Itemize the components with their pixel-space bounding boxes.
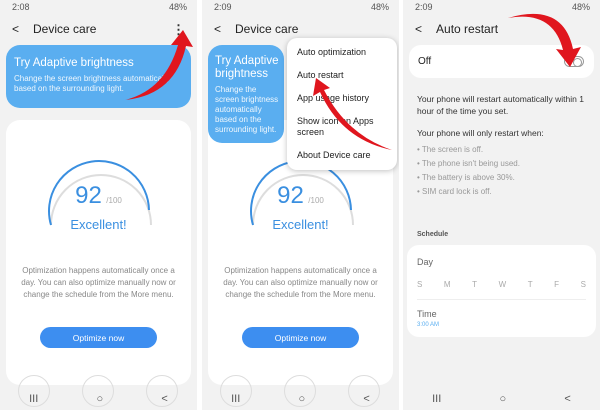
red-arrow-icon [125,30,193,100]
back-icon[interactable]: < [415,22,423,36]
page-title: Device care [235,22,299,36]
optimize-now-button[interactable]: Optimize now [242,327,359,348]
banner-text: Change the screen brightness automatical… [14,74,170,93]
back-icon[interactable]: < [12,22,20,36]
day-tuesday[interactable]: T [472,280,478,289]
back-button[interactable]: < [363,393,370,405]
banner-title: Try Adaptive brightness [215,55,279,80]
day-sunday[interactable]: S [417,280,423,289]
recents-button[interactable]: III [29,393,39,405]
storage-shortcut[interactable] [82,375,114,407]
recents-button[interactable]: III [231,393,241,405]
day-wednesday[interactable]: W [498,280,507,289]
score-value: 92 [75,182,102,209]
screen-device-care-menu: 2:09 48% < Device care 92 /100 Excellent! … [202,0,399,410]
score-rating: Excellent! [70,217,127,232]
day-friday[interactable]: F [554,280,560,289]
home-button[interactable]: ○ [499,393,507,405]
restart-info: Your phone will restart automatically wi… [417,94,584,116]
status-bar: 2:09 48% [214,2,389,12]
condition-item: • The screen is off. [417,145,484,154]
battery-level: 48% [571,2,590,12]
nav-bar: III ○ < [0,393,197,405]
more-options-menu: Auto optimization Auto restart App usage… [287,38,397,170]
condition-item: • The battery is above 30%. [417,173,515,182]
battery-level: 48% [168,2,187,12]
page-title: Device care [33,22,97,36]
clock: 2:09 [415,2,433,12]
divider [417,299,586,300]
banner-title: Try Adaptive brightness [14,57,134,69]
memory-shortcut[interactable] [146,375,178,407]
status-bar: 2:09 48% [415,2,590,12]
day-saturday[interactable]: S [580,280,586,289]
menu-item-auto-optimization[interactable]: Auto optimization [297,47,367,57]
score-rating: Excellent! [272,217,329,232]
optimization-info: Optimization happens automatically once … [223,266,378,299]
red-arrow-icon [313,78,392,150]
clock: 2:08 [12,2,30,12]
time-label: Time [417,309,437,319]
score-value: 92 [277,182,304,209]
page-title: Auto restart [436,22,499,36]
schedule-heading: Schedule [417,231,449,238]
home-button[interactable]: ○ [298,393,306,405]
battery-level: 48% [370,2,389,12]
adaptive-brightness-banner[interactable]: Try Adaptive brightness Change the screen… [208,45,284,143]
toggle-label: Off [418,56,432,67]
banner-text: Change the screen brightness automatical… [215,85,279,134]
time-setting[interactable]: Time 3:00 AM [407,303,596,333]
screen-device-care: 2:08 48% < Device care ⋮ Try Adaptive brig… [0,0,197,410]
condition-item: • SIM card lock is off. [417,187,492,196]
restart-conditions-title: Your phone will only restart when: [417,128,544,138]
screen-auto-restart: 2:09 48% < Auto restart Off Your phone wil… [403,0,600,410]
nav-bar: III ○ < [403,393,600,405]
menu-item-show-icon[interactable]: Show icon on Apps screen [297,116,374,137]
score-gauge [48,160,152,226]
day-monday[interactable]: M [443,280,451,289]
clock: 2:09 [214,2,232,12]
score-max: /100 [308,196,324,205]
score-max: /100 [106,196,122,205]
recents-button[interactable]: III [432,393,442,405]
condition-item: • The phone isn't being used. [417,159,520,168]
optimization-info: Optimization happens automatically once … [21,266,176,299]
menu-item-app-usage-history[interactable]: App usage history [297,93,370,103]
memory-shortcut[interactable] [348,375,380,407]
optimize-now-button[interactable]: Optimize now [40,327,157,348]
back-button[interactable]: < [161,393,168,405]
adaptive-brightness-banner[interactable]: Try Adaptive brightness Change the screen… [6,45,191,108]
battery-shortcut[interactable] [18,375,50,407]
battery-shortcut[interactable] [220,375,252,407]
back-button[interactable]: < [564,393,571,405]
back-icon[interactable]: < [214,22,222,36]
time-value: 3:00 AM [417,322,440,328]
menu-item-about[interactable]: About Device care [297,150,371,160]
day-thursday[interactable]: T [527,280,533,289]
storage-shortcut[interactable] [284,375,316,407]
score-card: 92 /100 Excellent! Optimization happens … [6,120,191,407]
nav-bar: III ○ < [202,393,399,405]
status-bar: 2:08 48% [12,2,187,12]
menu-item-auto-restart[interactable]: Auto restart [297,70,344,80]
home-button[interactable]: ○ [96,393,104,405]
day-label: Day [417,257,434,267]
red-arrow-icon [508,13,581,67]
schedule-card: Day S M T W T F S Time 3:00 AM [407,245,596,337]
